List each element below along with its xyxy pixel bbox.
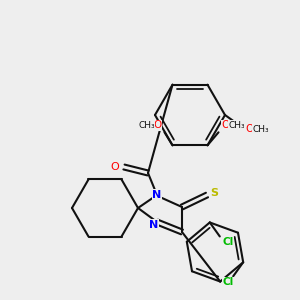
Text: CH₃: CH₃ <box>228 121 245 130</box>
Text: O: O <box>221 120 230 130</box>
Text: CH₃: CH₃ <box>138 121 155 130</box>
Text: CH₃: CH₃ <box>253 124 269 134</box>
Text: N: N <box>152 190 162 200</box>
Text: O: O <box>111 162 119 172</box>
Text: S: S <box>210 188 218 198</box>
Text: O: O <box>153 120 162 130</box>
Text: Cl: Cl <box>223 277 234 287</box>
Text: Cl: Cl <box>222 238 233 248</box>
Text: N: N <box>149 220 159 230</box>
Text: O: O <box>245 124 253 134</box>
